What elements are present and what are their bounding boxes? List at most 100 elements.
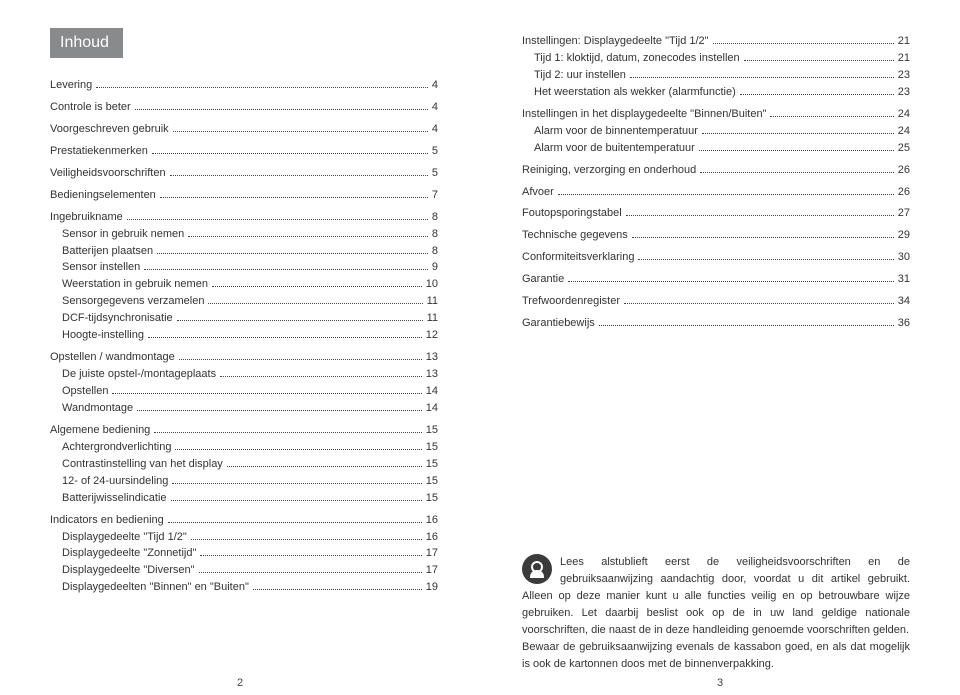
toc-entry: Garantie31 bbox=[522, 272, 910, 288]
toc-entry-page: 24 bbox=[896, 124, 910, 140]
toc-entry-label: Batterijen plaatsen bbox=[50, 244, 155, 260]
toc-entry-page: 13 bbox=[424, 367, 438, 383]
toc-dot-leader bbox=[177, 320, 423, 321]
toc-entry-page: 30 bbox=[896, 250, 910, 266]
toc-entry: Veiligheidsvoorschriften5 bbox=[50, 166, 438, 182]
person-icon bbox=[522, 554, 552, 584]
toc-entry: Afvoer 26 bbox=[522, 185, 910, 201]
toc-entry: Het weerstation als wekker (alarmfunctie… bbox=[522, 85, 910, 101]
toc-entry: Tijd 2: uur instellen23 bbox=[522, 68, 910, 84]
toc-dot-leader bbox=[179, 359, 422, 360]
toc-dot-leader bbox=[154, 432, 421, 433]
toc-dot-leader bbox=[253, 589, 422, 590]
toc-dot-leader bbox=[170, 175, 428, 176]
note-paragraph-1: Lees alstublieft eerst de veiligheidsvoo… bbox=[522, 556, 910, 636]
toc-dot-leader bbox=[740, 94, 894, 95]
toc-entry-label: Weerstation in gebruik nemen bbox=[50, 277, 210, 293]
toc-entry-page: 12 bbox=[424, 328, 438, 344]
toc-dot-leader bbox=[137, 410, 422, 411]
toc-entry-label: Indicators en bediening bbox=[50, 513, 166, 529]
toc-entry-label: Tijd 1: kloktijd, datum, zonecodes inste… bbox=[522, 51, 742, 67]
toc-dot-leader bbox=[208, 303, 422, 304]
toc-entry-label: Prestatiekenmerken bbox=[50, 144, 150, 160]
toc-entry-page: 11 bbox=[425, 294, 438, 310]
toc-entry-page: 15 bbox=[424, 457, 438, 473]
toc-dot-leader bbox=[713, 43, 894, 44]
toc-entry-label: Displaygedeelte "Tijd 1/2" bbox=[50, 530, 189, 546]
toc-dot-leader bbox=[173, 131, 428, 132]
toc-entry-page: 9 bbox=[430, 260, 438, 276]
toc-entry: Alarm voor de buitentemperatuur25 bbox=[522, 141, 910, 157]
toc-entry: Sensorgegevens verzamelen11 bbox=[50, 294, 438, 310]
toc-entry-page: 26 bbox=[896, 185, 910, 201]
toc-entry-page: 26 bbox=[896, 163, 910, 179]
toc-dot-leader bbox=[152, 153, 428, 154]
toc-dot-leader bbox=[220, 376, 422, 377]
toc-entry-label: Sensor instellen bbox=[50, 260, 142, 276]
toc-entry: Hoogte-instelling12 bbox=[50, 328, 438, 344]
toc-dot-leader bbox=[638, 259, 893, 260]
toc-entry-label: Alarm voor de buitentemperatuur bbox=[522, 141, 697, 157]
toc-entry-label: Afvoer bbox=[522, 185, 556, 201]
toc-entry: 12- of 24-uursindeling15 bbox=[50, 474, 438, 490]
toc-entry-page: 14 bbox=[424, 401, 438, 417]
toc-entry: Algemene bediening 15 bbox=[50, 423, 438, 439]
toc-entry-page: 5 bbox=[430, 166, 438, 182]
toc-entry-label: Algemene bediening bbox=[50, 423, 152, 439]
toc-entry: Voorgeschreven gebruik4 bbox=[50, 122, 438, 138]
toc-entry-label: Displaygedeelten "Binnen" en "Buiten" bbox=[50, 580, 251, 596]
toc-entry: Achtergrondverlichting15 bbox=[50, 440, 438, 456]
toc-dot-leader bbox=[172, 483, 421, 484]
toc-dot-leader bbox=[626, 215, 894, 216]
toc-entry-label: Opstellen / wandmontage bbox=[50, 350, 177, 366]
toc-entry: Sensor instellen 9 bbox=[50, 260, 438, 276]
toc-entry: Displaygedeelte "Zonnetijd"17 bbox=[50, 546, 438, 562]
toc-dot-leader bbox=[168, 522, 422, 523]
toc-entry: Instellingen in het displaygedeelte "Bin… bbox=[522, 107, 910, 123]
toc-entry-page: 15 bbox=[424, 440, 438, 456]
toc-entry: Weerstation in gebruik nemen10 bbox=[50, 277, 438, 293]
toc-entry-page: 16 bbox=[424, 513, 438, 529]
toc-entry-page: 23 bbox=[896, 85, 910, 101]
toc-dot-leader bbox=[127, 219, 428, 220]
toc-dot-leader bbox=[157, 253, 428, 254]
toc-entry-page: 4 bbox=[430, 78, 438, 94]
toc-entry-label: Displaygedeelte "Zonnetijd" bbox=[50, 546, 198, 562]
toc-title: Inhoud bbox=[50, 28, 123, 58]
page-number-left: 2 bbox=[237, 677, 243, 689]
toc-entry-label: Garantie bbox=[522, 272, 566, 288]
toc-dot-leader bbox=[148, 337, 422, 338]
toc-entry-page: 36 bbox=[896, 316, 910, 332]
toc-entry-label: Garantiebewijs bbox=[522, 316, 597, 332]
toc-entry: Alarm voor de binnentemperatuur24 bbox=[522, 124, 910, 140]
toc-entry: Sensor in gebruik nemen8 bbox=[50, 227, 438, 243]
toc-entry-page: 29 bbox=[896, 228, 910, 244]
toc-dot-leader bbox=[702, 133, 894, 134]
toc-entry: Conformiteitsverklaring30 bbox=[522, 250, 910, 266]
toc-entry-label: Batterijwisselindicatie bbox=[50, 491, 169, 507]
toc-entry-label: Instellingen: Displaygedeelte "Tijd 1/2" bbox=[522, 34, 711, 50]
toc-dot-leader bbox=[700, 172, 893, 173]
toc-entry-page: 27 bbox=[896, 206, 910, 222]
toc-dot-leader bbox=[558, 194, 894, 195]
toc-entry: Batterijen plaatsen 8 bbox=[50, 244, 438, 260]
toc-entry-page: 8 bbox=[430, 227, 438, 243]
toc-entry: Contrastinstelling van het display15 bbox=[50, 457, 438, 473]
toc-entry-page: 15 bbox=[424, 423, 438, 439]
toc-entry: Tijd 1: kloktijd, datum, zonecodes inste… bbox=[522, 51, 910, 67]
toc-entry: Levering4 bbox=[50, 78, 438, 94]
toc-entry-page: 4 bbox=[430, 100, 438, 116]
toc-entry-page: 15 bbox=[424, 474, 438, 490]
toc-entry-label: DCF-tijdsynchronisatie bbox=[50, 311, 175, 327]
toc-entry-page: 13 bbox=[424, 350, 438, 366]
toc-entry-label: Ingebruikname bbox=[50, 210, 125, 226]
toc-entry-page: 34 bbox=[896, 294, 910, 310]
toc-entry-page: 8 bbox=[430, 244, 438, 260]
toc-entry: Instellingen: Displaygedeelte "Tijd 1/2"… bbox=[522, 34, 910, 50]
toc-entry: Displaygedeelte "Tijd 1/2"16 bbox=[50, 530, 438, 546]
toc-entry-label: Opstellen bbox=[50, 384, 110, 400]
toc-entry: Controle is beter4 bbox=[50, 100, 438, 116]
toc-dot-leader bbox=[744, 60, 894, 61]
toc-entry: DCF-tijdsynchronisatie11 bbox=[50, 311, 438, 327]
toc-entry-page: 14 bbox=[424, 384, 438, 400]
